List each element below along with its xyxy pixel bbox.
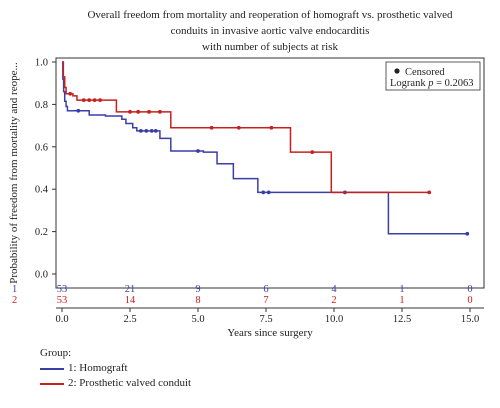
risk-count-series-1: 21 <box>125 284 136 295</box>
censor-marker-series-2 <box>310 150 315 155</box>
series-line-2 <box>62 61 430 194</box>
censor-marker-series-2 <box>92 98 97 103</box>
x-tick-label: 7.5 <box>259 314 272 325</box>
censor-marker-series-1 <box>153 129 158 133</box>
risk-count-series-2: 1 <box>399 295 404 306</box>
censor-marker-series-2 <box>209 125 214 130</box>
chart-title-line-2: conduits in invasive aortic valve endoca… <box>171 25 370 37</box>
legend-swatch-homograft <box>40 367 64 370</box>
risk-count-series-2: 53 <box>57 295 68 306</box>
risk-count-series-2: 0 <box>467 295 472 306</box>
censor-marker-series-1 <box>138 129 143 133</box>
chart-title-line-1: Overall freedom from mortality and reope… <box>87 9 453 21</box>
censor-marker-series-1 <box>196 149 200 153</box>
risk-count-series-1: 53 <box>57 284 68 295</box>
logrank-text: Logrank p = 0.2063 <box>390 78 474 89</box>
x-tick-label: 0.0 <box>55 314 68 325</box>
censored-label: Censored <box>405 67 445 78</box>
series-layer <box>62 61 470 236</box>
x-tick-label: 12.5 <box>393 314 411 325</box>
censor-marker-series-1 <box>144 129 149 133</box>
risk-count-series-1: 6 <box>263 284 268 295</box>
y-axis-label: Probability of freedom from mortality an… <box>8 62 20 284</box>
logrank-value: = 0.2063 <box>433 78 473 89</box>
legend-label-homograft: 1: Homograft <box>68 362 128 374</box>
censor-marker-series-2 <box>147 109 151 114</box>
censored-marker-icon <box>394 68 400 74</box>
x-tick-label: 15.0 <box>461 314 479 325</box>
legend-swatch-prosthetic <box>40 382 64 385</box>
x-axis-label: Years since surgery <box>227 327 313 339</box>
censor-marker-series-1 <box>76 108 81 113</box>
censor-marker-series-2 <box>427 190 432 195</box>
y-axis-ticks: 0.0 0.2 0.4 0.6 0.8 1.0 <box>35 58 56 281</box>
risk-group-id-1: 1 <box>12 284 17 295</box>
censor-marker-series-2 <box>81 98 86 103</box>
annotation-box-frame <box>385 61 481 91</box>
legend-item-homograft: 1: Homograft <box>40 361 191 376</box>
y-tick-label: 0.6 <box>35 142 48 153</box>
risk-group-id-2: 2 <box>12 295 17 306</box>
logrank-p-symbol: p <box>427 78 433 89</box>
risk-count-series-1: 0 <box>467 284 472 295</box>
risk-count-series-1: 4 <box>331 284 337 295</box>
censor-marker-series-2 <box>98 98 102 103</box>
x-tick-label: 2.5 <box>123 314 136 325</box>
x-tick-label: 10.0 <box>325 314 343 325</box>
censor-marker-series-1 <box>465 231 470 236</box>
x-axis-ticks: 0.0 2.5 5.0 7.5 10.0 12.5 15.0 <box>55 307 484 325</box>
chart-title-line-3: with number of subjects at risk <box>202 41 338 53</box>
censored-logrank-box: Censored Logrank p = 0.2063 <box>385 61 481 91</box>
series-line-1 <box>62 61 468 235</box>
at-risk-table: 1 53 21 9 6 4 1 02 53 14 8 7 2 1 0 <box>12 284 473 306</box>
x-tick-label: 5.0 <box>191 314 204 325</box>
plot-area-frame <box>55 57 485 289</box>
censor-marker-series-2 <box>269 125 274 130</box>
y-tick-label: 0.0 <box>35 270 48 281</box>
censor-marker-series-2 <box>136 109 141 114</box>
legend: Group: 1: Homograft 2: Prosthetic valved… <box>40 346 191 391</box>
risk-count-series-1: 1 <box>399 284 404 295</box>
censor-marker-series-1 <box>149 129 154 133</box>
y-tick-label: 1.0 <box>35 58 48 69</box>
censor-marker-series-2 <box>68 91 73 96</box>
censor-marker-series-2 <box>158 109 162 114</box>
censor-marker-series-2 <box>87 98 92 103</box>
risk-count-series-1: 9 <box>195 284 200 295</box>
censor-marker-series-2 <box>236 125 241 130</box>
y-tick-label: 0.2 <box>35 227 48 238</box>
legend-label-prosthetic: 2: Prosthetic valved conduit <box>68 377 192 389</box>
risk-count-series-2: 2 <box>331 295 336 306</box>
y-tick-label: 0.4 <box>35 185 49 196</box>
risk-count-series-2: 8 <box>195 295 200 306</box>
censor-marker-series-1 <box>261 190 266 195</box>
legend-title: Group: <box>40 347 72 359</box>
legend-item-prosthetic: 2: Prosthetic valved conduit <box>40 376 191 391</box>
risk-count-series-2: 7 <box>263 295 268 306</box>
censor-marker-series-1 <box>266 190 271 195</box>
censor-marker-series-2 <box>128 109 132 114</box>
y-tick-label: 0.8 <box>35 100 48 111</box>
survival-chart: Overall freedom from mortality and reope… <box>8 9 485 339</box>
logrank-prefix: Logrank <box>390 78 428 89</box>
risk-count-series-2: 14 <box>125 295 136 306</box>
